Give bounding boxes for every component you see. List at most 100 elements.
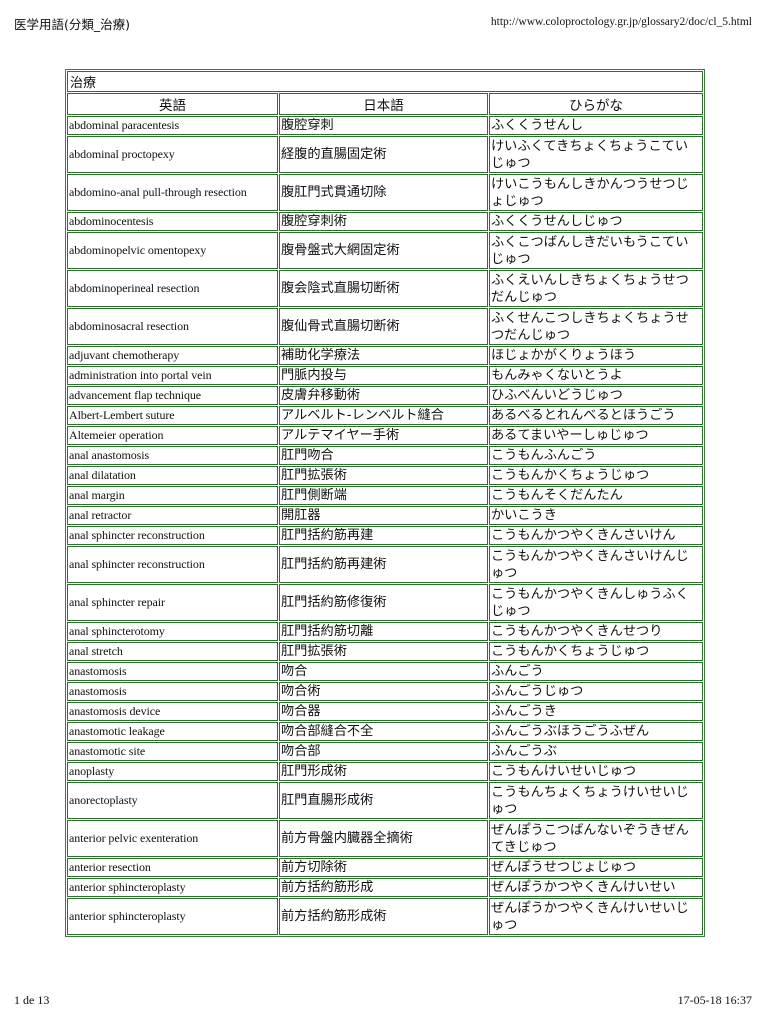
table-row: abdomino-anal pull-through resection 腹肛門式…: [67, 174, 704, 211]
table-row: advancement flap technique 皮膚弁移動術 ひふべんいどうじ…: [67, 386, 704, 405]
cell-english: anastomosis device: [67, 702, 278, 721]
cell-japanese: 経腹的直腸固定術: [279, 136, 488, 173]
page-title: 医学用語(分類_治療): [14, 17, 131, 32]
cell-hiragana: ぜんぽうせつじょじゅつ: [489, 858, 704, 877]
cell-japanese: 腹腔穿刺術: [279, 212, 488, 231]
cell-japanese: 腹腔穿刺: [279, 116, 488, 135]
cell-japanese: 前方骨盤内臓器全摘術: [279, 820, 488, 857]
print-datetime: 17-05-18 16:37: [677, 993, 752, 1007]
cell-japanese: 皮膚弁移動術: [279, 386, 488, 405]
cell-hiragana: こうもんけいせいじゅつ: [489, 762, 704, 781]
table-row: anterior resection 前方切除術 ぜんぽうせつじょじゅつ: [67, 858, 704, 877]
cell-japanese: 肛門直腸形成術: [279, 782, 488, 819]
cell-english: anal sphincter reconstruction: [67, 526, 278, 545]
table-row: anal sphincter repair 肛門括約筋修復術 こうもんかつやくきんし…: [67, 584, 704, 621]
table-row: administration into portal vein 門脈内投与 もんみゃ…: [67, 366, 704, 385]
page-number: 1 de 13: [14, 993, 50, 1007]
table-row: Altemeier operation アルテマイヤー手術 あるてまいやーしゅじゅつ: [67, 426, 704, 445]
cell-english: administration into portal vein: [67, 366, 278, 385]
cell-english: anal anastomosis: [67, 446, 278, 465]
table-row: anal stretch 肛門拡張術 こうもんかくちょうじゅつ: [67, 642, 704, 661]
table-row: anastomosis 吻合 ふんごう: [67, 662, 704, 681]
cell-japanese: アルベルト-レンベルト縫合: [279, 406, 488, 425]
table-row: anoplasty 肛門形成術 こうもんけいせいじゅつ: [67, 762, 704, 781]
cell-english: anal retractor: [67, 506, 278, 525]
cell-hiragana: こうもんかつやくきんせつり: [489, 622, 704, 641]
table-row: anastomosis device 吻合器 ふんごうき: [67, 702, 704, 721]
cell-hiragana: けいこうもんしきかんつうせつじょじゅつ: [489, 174, 704, 211]
cell-english: abdominocentesis: [67, 212, 278, 231]
cell-japanese: 肛門形成術: [279, 762, 488, 781]
cell-hiragana: ふんごうぶほうごうふぜん: [489, 722, 704, 741]
table-row: adjuvant chemotherapy 補助化学療法 ほじょかがくりょうほう: [67, 346, 704, 365]
table-row: anterior pelvic exenteration 前方骨盤内臓器全摘術 ぜん…: [67, 820, 704, 857]
cell-japanese: 肛門括約筋修復術: [279, 584, 488, 621]
cell-hiragana: ぜんぽうこつばんないぞうきぜんてきじゅつ: [489, 820, 704, 857]
cell-japanese: 前方切除術: [279, 858, 488, 877]
cell-hiragana: ふんごうき: [489, 702, 704, 721]
cell-japanese: 肛門拡張術: [279, 466, 488, 485]
cell-hiragana: けいふくてきちょくちょうこていじゅつ: [489, 136, 704, 173]
cell-japanese: 吻合: [279, 662, 488, 681]
cell-hiragana: かいこうき: [489, 506, 704, 525]
cell-english: Altemeier operation: [67, 426, 278, 445]
table-row: abdominopelvic omentopexy 腹骨盤式大網固定術 ふくこつばん…: [67, 232, 704, 269]
table-row: anal sphincter reconstruction 肛門括約筋再建術 こうも…: [67, 546, 704, 583]
table-caption: 治療: [67, 71, 704, 92]
column-header-japanese: 日本語: [279, 93, 488, 115]
cell-japanese: 腹骨盤式大網固定術: [279, 232, 488, 269]
cell-english: anal stretch: [67, 642, 278, 661]
cell-japanese: アルテマイヤー手術: [279, 426, 488, 445]
table-row: abdominosacral resection 腹仙骨式直腸切断術 ふくせんこつし…: [67, 308, 704, 345]
cell-english: abdominosacral resection: [67, 308, 278, 345]
table-row: anal sphincter reconstruction 肛門括約筋再建 こうもん…: [67, 526, 704, 545]
cell-japanese: 補助化学療法: [279, 346, 488, 365]
column-header-english: 英語: [67, 93, 278, 115]
cell-english: anoplasty: [67, 762, 278, 781]
table-row: anal sphincterotomy 肛門括約筋切離 こうもんかつやくきんせつり: [67, 622, 704, 641]
column-header-hiragana: ひらがな: [489, 93, 704, 115]
cell-english: anal dilatation: [67, 466, 278, 485]
cell-hiragana: こうもんかくちょうじゅつ: [489, 466, 704, 485]
cell-hiragana: ふくえいんしきちょくちょうせつだんじゅつ: [489, 270, 704, 307]
cell-hiragana: ぜんぽうかつやくきんけいせいじゅつ: [489, 898, 704, 935]
table-row: anal retractor 開肛器 かいこうき: [67, 506, 704, 525]
page-url: http://www.coloproctology.gr.jp/glossary…: [490, 16, 752, 28]
cell-hiragana: ふくこつばんしきだいもうこていじゅつ: [489, 232, 704, 269]
cell-hiragana: ふんごうじゅつ: [489, 682, 704, 701]
cell-english: abdomino-anal pull-through resection: [67, 174, 278, 211]
cell-japanese: 開肛器: [279, 506, 488, 525]
cell-english: advancement flap technique: [67, 386, 278, 405]
cell-english: anal sphincter repair: [67, 584, 278, 621]
table-row: anal margin 肛門側断端 こうもんそくだんたん: [67, 486, 704, 505]
table-row: abdominocentesis 腹腔穿刺術 ふくくうせんしじゅつ: [67, 212, 704, 231]
cell-english: anorectoplasty: [67, 782, 278, 819]
table-row: abdominal paracentesis 腹腔穿刺 ふくくうせんし: [67, 116, 704, 135]
cell-japanese: 肛門吻合: [279, 446, 488, 465]
cell-japanese: 門脈内投与: [279, 366, 488, 385]
cell-hiragana: あるてまいやーしゅじゅつ: [489, 426, 704, 445]
table-row: anal dilatation 肛門拡張術 こうもんかくちょうじゅつ: [67, 466, 704, 485]
cell-english: abdominoperineal resection: [67, 270, 278, 307]
glossary-table: 治療 英語 日本語 ひらがな abdominal paracentesis 腹腔穿…: [65, 69, 706, 937]
cell-hiragana: こうもんかくちょうじゅつ: [489, 642, 704, 661]
table-row: anal anastomosis 肛門吻合 こうもんふんごう: [67, 446, 704, 465]
cell-japanese: 腹会陰式直腸切断術: [279, 270, 488, 307]
cell-hiragana: ふくくうせんし: [489, 116, 704, 135]
table-row: abdominoperineal resection 腹会陰式直腸切断術 ふくえいん…: [67, 270, 704, 307]
cell-english: anastomotic site: [67, 742, 278, 761]
cell-english: anal margin: [67, 486, 278, 505]
table-row: anorectoplasty 肛門直腸形成術 こうもんちょくちょうけいせいじゅつ: [67, 782, 704, 819]
cell-hiragana: こうもんかつやくきんしゅうふくじゅつ: [489, 584, 704, 621]
cell-hiragana: ひふべんいどうじゅつ: [489, 386, 704, 405]
cell-hiragana: ふくせんこつしきちょくちょうせつだんじゅつ: [489, 308, 704, 345]
cell-japanese: 前方括約筋形成術: [279, 898, 488, 935]
cell-japanese: 肛門括約筋再建術: [279, 546, 488, 583]
cell-japanese: 肛門側断端: [279, 486, 488, 505]
table-row: anastomotic leakage 吻合部縫合不全 ふんごうぶほうごうふぜん: [67, 722, 704, 741]
cell-japanese: 吻合部縫合不全: [279, 722, 488, 741]
table-row: anterior sphincteroplasty 前方括約筋形成 ぜんぽうかつやく…: [67, 878, 704, 897]
cell-hiragana: こうもんそくだんたん: [489, 486, 704, 505]
table-row: abdominal proctopexy 経腹的直腸固定術 けいふくてきちょくちょう…: [67, 136, 704, 173]
table-row: Albert-Lembert suture アルベルト-レンベルト縫合 あるべるとれ…: [67, 406, 704, 425]
